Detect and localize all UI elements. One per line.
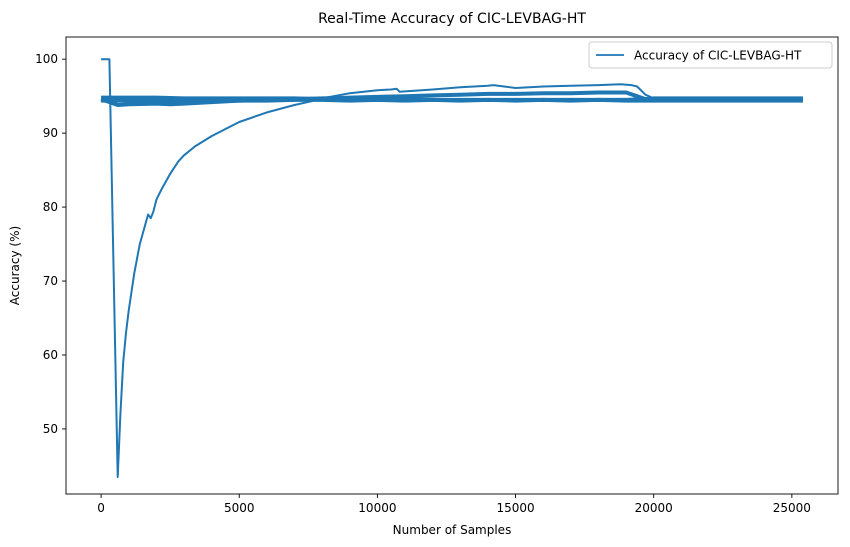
y-tick-label: 60 [43, 348, 58, 362]
y-tick-label: 90 [43, 126, 58, 140]
chart-title: Real-Time Accuracy of CIC-LEVBAG-HT [318, 11, 586, 27]
y-tick-label: 50 [43, 422, 58, 436]
series-line-3 [101, 97, 803, 103]
x-tick-label: 5000 [224, 501, 255, 515]
plot-area [66, 37, 838, 494]
legend-label: Accuracy of CIC-LEVBAG-HT [634, 49, 802, 63]
x-tick-label: 10000 [358, 501, 396, 515]
x-axis-label: Number of Samples [393, 523, 512, 537]
x-tick-label: 25000 [773, 501, 811, 515]
plot-frame [65, 36, 839, 495]
y-tick-label: 80 [43, 200, 58, 214]
legend-box [588, 41, 833, 69]
legend: Accuracy of CIC-LEVBAG-HT [588, 41, 833, 69]
x-tick-label: 0 [97, 501, 105, 515]
y-axis-label: Accuracy (%) [8, 226, 22, 305]
ticks-layer: 0 5000 10000 15000 20000 25000 50 60 70 80 90 100 [35, 52, 811, 515]
series-line-0 [101, 58, 803, 478]
x-tick-label: 20000 [635, 501, 673, 515]
y-tick-label: 100 [35, 52, 58, 66]
series-layer [100, 58, 803, 478]
x-tick-label: 15000 [496, 501, 534, 515]
y-tick-label: 70 [43, 274, 58, 288]
